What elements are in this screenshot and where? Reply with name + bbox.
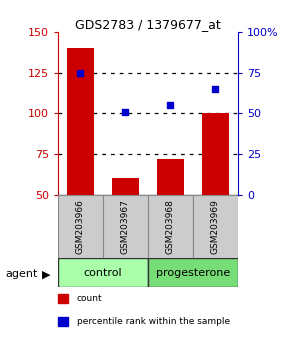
Bar: [58, 195, 103, 258]
Text: progesterone: progesterone: [156, 268, 230, 278]
Bar: [193, 195, 238, 258]
Point: [123, 109, 128, 114]
Bar: [148, 258, 238, 287]
Bar: [67, 48, 94, 195]
Text: percentile rank within the sample: percentile rank within the sample: [77, 317, 230, 326]
Bar: [148, 195, 193, 258]
Text: GSM203967: GSM203967: [121, 199, 130, 254]
Text: GSM203969: GSM203969: [211, 199, 220, 254]
Text: agent: agent: [6, 269, 38, 279]
Point: [78, 70, 83, 75]
Text: ▶: ▶: [42, 269, 50, 279]
Bar: [112, 178, 139, 195]
Point: [168, 102, 173, 108]
Bar: [58, 258, 148, 287]
Text: control: control: [84, 268, 122, 278]
Bar: [157, 159, 184, 195]
Text: GSM203966: GSM203966: [76, 199, 85, 254]
Text: GSM203968: GSM203968: [166, 199, 175, 254]
Bar: [202, 113, 229, 195]
Bar: [103, 195, 148, 258]
Point: [213, 86, 218, 92]
Title: GDS2783 / 1379677_at: GDS2783 / 1379677_at: [75, 18, 221, 31]
Text: count: count: [77, 294, 102, 303]
